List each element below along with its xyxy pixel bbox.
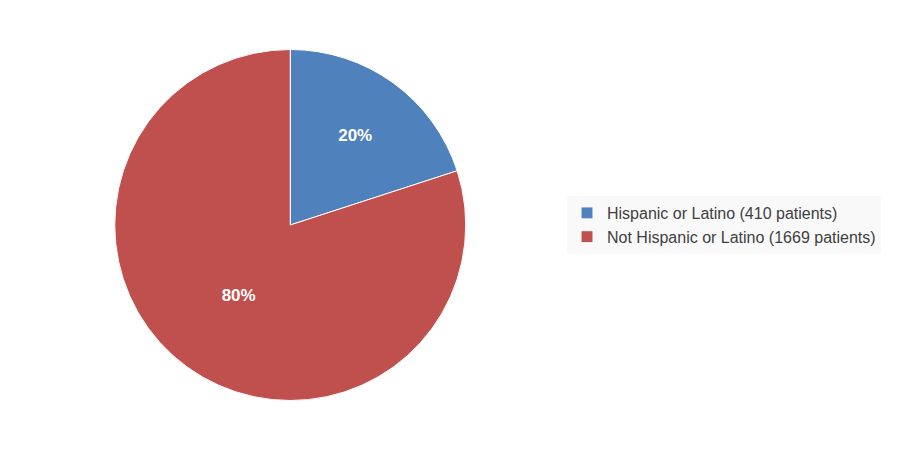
svg-text:20%: 20% [338, 126, 372, 145]
svg-text:Not Hispanic or Latino (1669 p: Not Hispanic or Latino (1669 patients) [607, 229, 876, 246]
svg-text:Hispanic or Latino (410 patien: Hispanic or Latino (410 patients) [607, 205, 837, 222]
svg-text:80%: 80% [222, 286, 256, 305]
